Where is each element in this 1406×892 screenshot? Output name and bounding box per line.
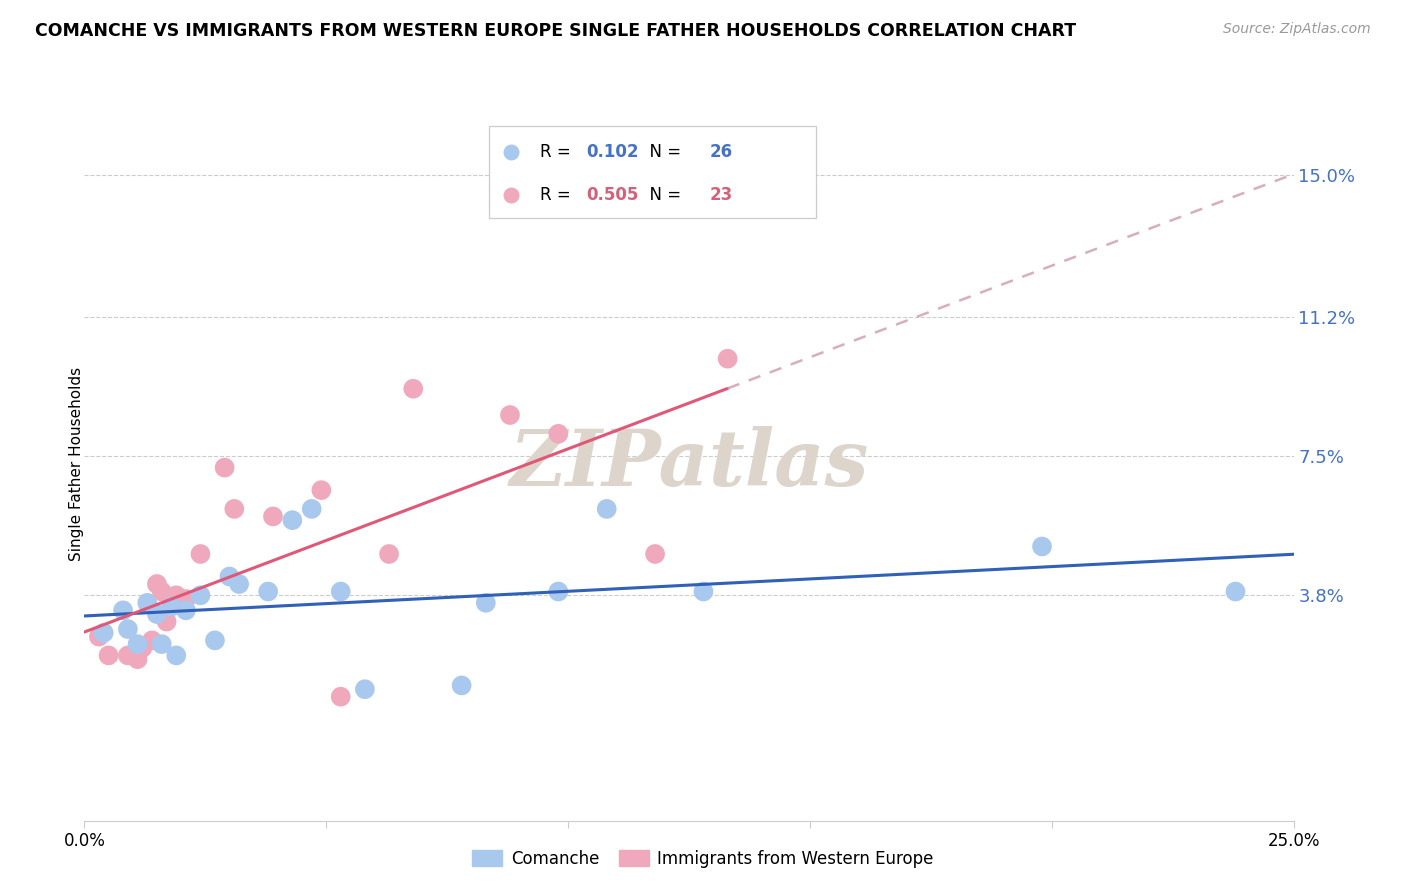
Text: N =: N = xyxy=(640,143,686,161)
Point xyxy=(146,577,169,591)
Point xyxy=(262,509,284,524)
Point xyxy=(146,607,169,621)
Point xyxy=(87,630,110,644)
Point xyxy=(190,547,212,561)
Point xyxy=(547,584,569,599)
Point xyxy=(112,603,135,617)
Point xyxy=(547,426,569,441)
Point xyxy=(165,648,187,663)
Point xyxy=(329,584,352,599)
Point xyxy=(378,547,401,561)
Point xyxy=(190,588,212,602)
Point xyxy=(204,633,226,648)
Text: 26: 26 xyxy=(710,143,733,161)
Point xyxy=(257,584,280,599)
Point xyxy=(354,682,377,697)
Point xyxy=(93,625,115,640)
Text: R =: R = xyxy=(540,143,576,161)
Point xyxy=(475,596,498,610)
FancyBboxPatch shape xyxy=(489,127,815,218)
Text: 0.505: 0.505 xyxy=(586,186,638,203)
Point xyxy=(450,678,472,692)
Point xyxy=(127,652,149,666)
Point xyxy=(131,640,153,655)
Point xyxy=(1225,584,1247,599)
Point xyxy=(150,637,173,651)
Point xyxy=(117,648,139,663)
Point xyxy=(692,584,714,599)
Point xyxy=(155,615,177,629)
Point xyxy=(165,588,187,602)
Text: 23: 23 xyxy=(710,186,733,203)
Text: N =: N = xyxy=(640,186,686,203)
Point xyxy=(596,502,619,516)
Text: R =: R = xyxy=(540,186,576,203)
Point xyxy=(224,502,246,516)
Point xyxy=(228,577,250,591)
Text: 0.102: 0.102 xyxy=(586,143,638,161)
Point xyxy=(329,690,352,704)
Point xyxy=(499,408,522,422)
Point xyxy=(1031,540,1053,554)
Point xyxy=(117,622,139,636)
Legend: Comanche, Immigrants from Western Europe: Comanche, Immigrants from Western Europe xyxy=(465,844,941,875)
Y-axis label: Single Father Households: Single Father Households xyxy=(69,367,83,561)
Point xyxy=(717,351,740,366)
Point xyxy=(402,382,425,396)
Text: Source: ZipAtlas.com: Source: ZipAtlas.com xyxy=(1223,22,1371,37)
Point xyxy=(281,513,304,527)
Point xyxy=(174,603,197,617)
Point xyxy=(218,569,240,583)
Point xyxy=(214,460,236,475)
Point xyxy=(150,584,173,599)
Point xyxy=(141,633,163,648)
Point xyxy=(160,599,183,614)
Text: ZIPatlas: ZIPatlas xyxy=(509,425,869,502)
Point xyxy=(136,596,159,610)
Point xyxy=(127,637,149,651)
Point xyxy=(301,502,323,516)
Text: COMANCHE VS IMMIGRANTS FROM WESTERN EUROPE SINGLE FATHER HOUSEHOLDS CORRELATION : COMANCHE VS IMMIGRANTS FROM WESTERN EURO… xyxy=(35,22,1076,40)
Point xyxy=(644,547,666,561)
Point xyxy=(311,483,333,497)
Point xyxy=(97,648,120,663)
Point xyxy=(174,592,197,607)
